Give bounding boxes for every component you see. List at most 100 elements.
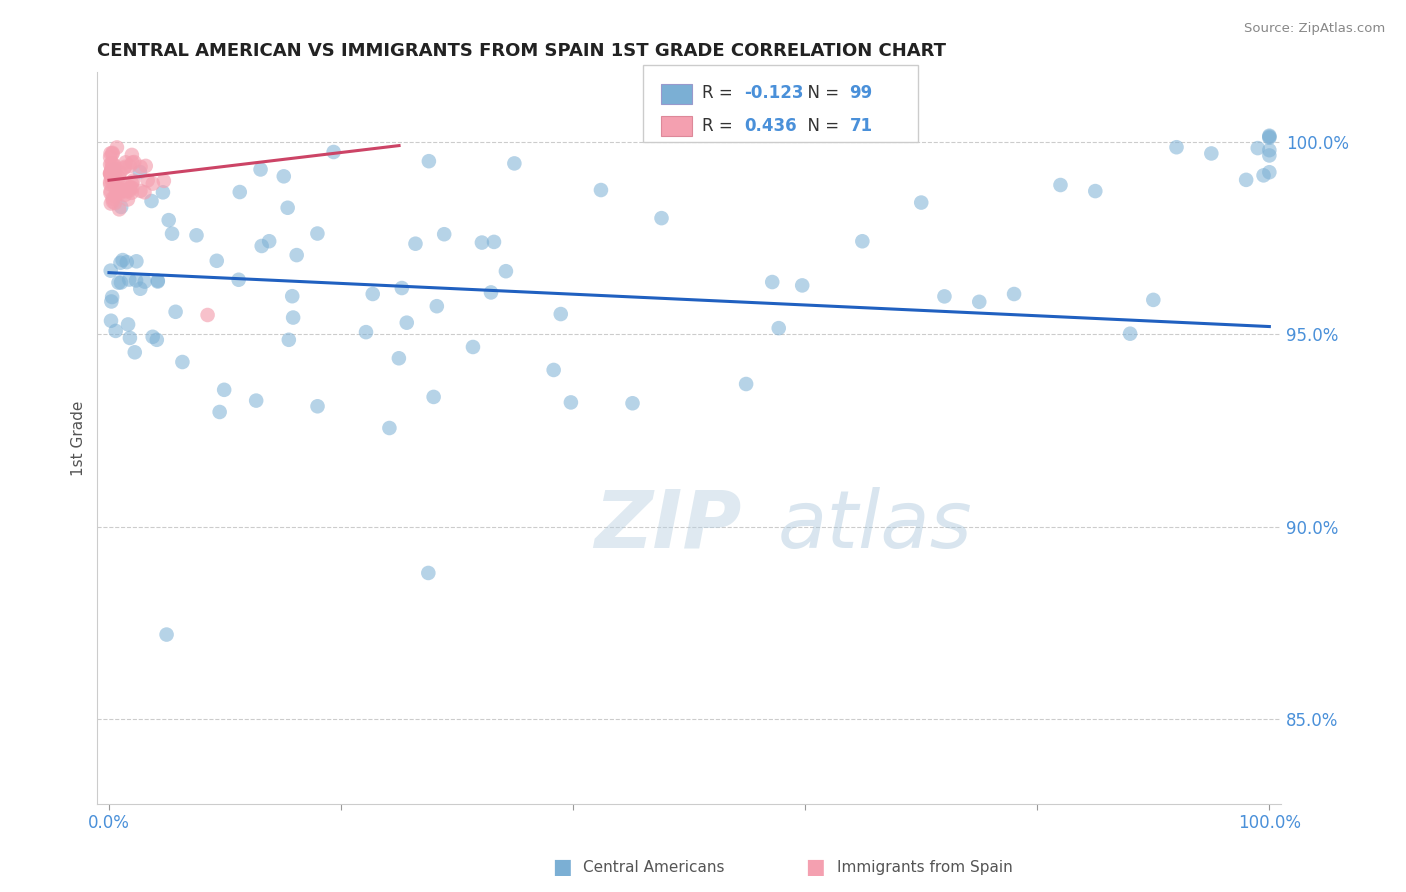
- Point: [910, 195, 932, 210]
- Point: [146, 274, 169, 288]
- Point: [100, 166, 122, 180]
- Point: [257, 234, 280, 248]
- Point: [103, 168, 125, 182]
- Point: [391, 281, 413, 295]
- Point: [104, 189, 127, 203]
- Point: [104, 181, 127, 195]
- Point: [100, 167, 122, 181]
- Point: [121, 181, 143, 195]
- Point: [110, 200, 132, 214]
- Point: [197, 308, 219, 322]
- Point: [118, 272, 141, 286]
- Point: [118, 159, 141, 173]
- Point: [100, 161, 122, 176]
- Point: [107, 276, 129, 290]
- Point: [543, 363, 565, 377]
- Point: [205, 253, 228, 268]
- Point: [792, 278, 814, 293]
- Point: [103, 162, 125, 177]
- Point: [118, 331, 141, 345]
- Point: [1119, 326, 1142, 341]
- Point: [104, 196, 127, 211]
- Point: [107, 183, 129, 197]
- Text: 0.436: 0.436: [744, 117, 797, 135]
- Point: [118, 181, 141, 195]
- Point: [589, 183, 612, 197]
- Point: [117, 318, 139, 332]
- Text: atlas: atlas: [778, 487, 973, 565]
- Y-axis label: 1st Grade: 1st Grade: [72, 401, 86, 476]
- Point: [105, 140, 128, 154]
- Point: [124, 345, 146, 359]
- Point: [121, 148, 143, 162]
- Point: [735, 377, 758, 392]
- Point: [146, 275, 169, 289]
- Point: [250, 239, 273, 253]
- Point: [110, 256, 132, 270]
- Text: 99: 99: [849, 85, 873, 103]
- Point: [100, 294, 122, 309]
- Point: [388, 351, 411, 366]
- Point: [134, 186, 156, 200]
- Point: [1258, 165, 1281, 179]
- Point: [129, 160, 152, 174]
- Point: [503, 156, 526, 170]
- Point: [121, 176, 143, 190]
- Point: [165, 305, 187, 319]
- Point: [101, 175, 124, 189]
- Point: [98, 177, 121, 191]
- Point: [560, 395, 582, 409]
- Point: [122, 173, 145, 187]
- Point: [134, 275, 156, 289]
- Point: [418, 154, 440, 169]
- Text: 71: 71: [849, 117, 873, 135]
- Point: [761, 275, 783, 289]
- Point: [433, 227, 456, 242]
- Text: ■: ■: [806, 857, 825, 877]
- Point: [153, 174, 176, 188]
- Point: [104, 324, 127, 338]
- Point: [228, 273, 250, 287]
- Point: [101, 170, 124, 185]
- Point: [1234, 173, 1257, 187]
- Text: Source: ZipAtlas.com: Source: ZipAtlas.com: [1244, 22, 1385, 36]
- Point: [285, 248, 308, 262]
- Text: R =: R =: [702, 117, 738, 135]
- Point: [354, 325, 377, 339]
- Text: ZIP: ZIP: [595, 487, 742, 565]
- Text: N =: N =: [797, 117, 845, 135]
- Point: [100, 186, 122, 200]
- Text: N =: N =: [797, 85, 845, 103]
- Point: [146, 333, 169, 347]
- Point: [100, 314, 122, 328]
- Point: [103, 159, 125, 173]
- Point: [108, 186, 131, 201]
- Point: [245, 393, 267, 408]
- Point: [851, 234, 873, 248]
- Point: [1258, 130, 1281, 145]
- Text: -0.123: -0.123: [744, 85, 803, 103]
- Point: [101, 194, 124, 209]
- Point: [155, 627, 177, 641]
- Point: [108, 170, 131, 185]
- Point: [100, 263, 122, 277]
- Point: [108, 202, 131, 217]
- Point: [322, 145, 344, 159]
- Point: [121, 155, 143, 169]
- Text: ■: ■: [553, 857, 572, 877]
- Point: [100, 156, 122, 170]
- Point: [100, 171, 122, 186]
- Point: [101, 173, 124, 187]
- Point: [307, 399, 329, 413]
- Point: [142, 330, 165, 344]
- Point: [378, 421, 401, 435]
- Text: Central Americans: Central Americans: [583, 860, 725, 874]
- Point: [1084, 184, 1107, 198]
- Point: [101, 146, 124, 161]
- Point: [122, 155, 145, 169]
- Point: [1258, 143, 1281, 157]
- Point: [112, 184, 135, 198]
- Point: [1166, 140, 1188, 154]
- Point: [212, 383, 235, 397]
- Point: [141, 194, 163, 208]
